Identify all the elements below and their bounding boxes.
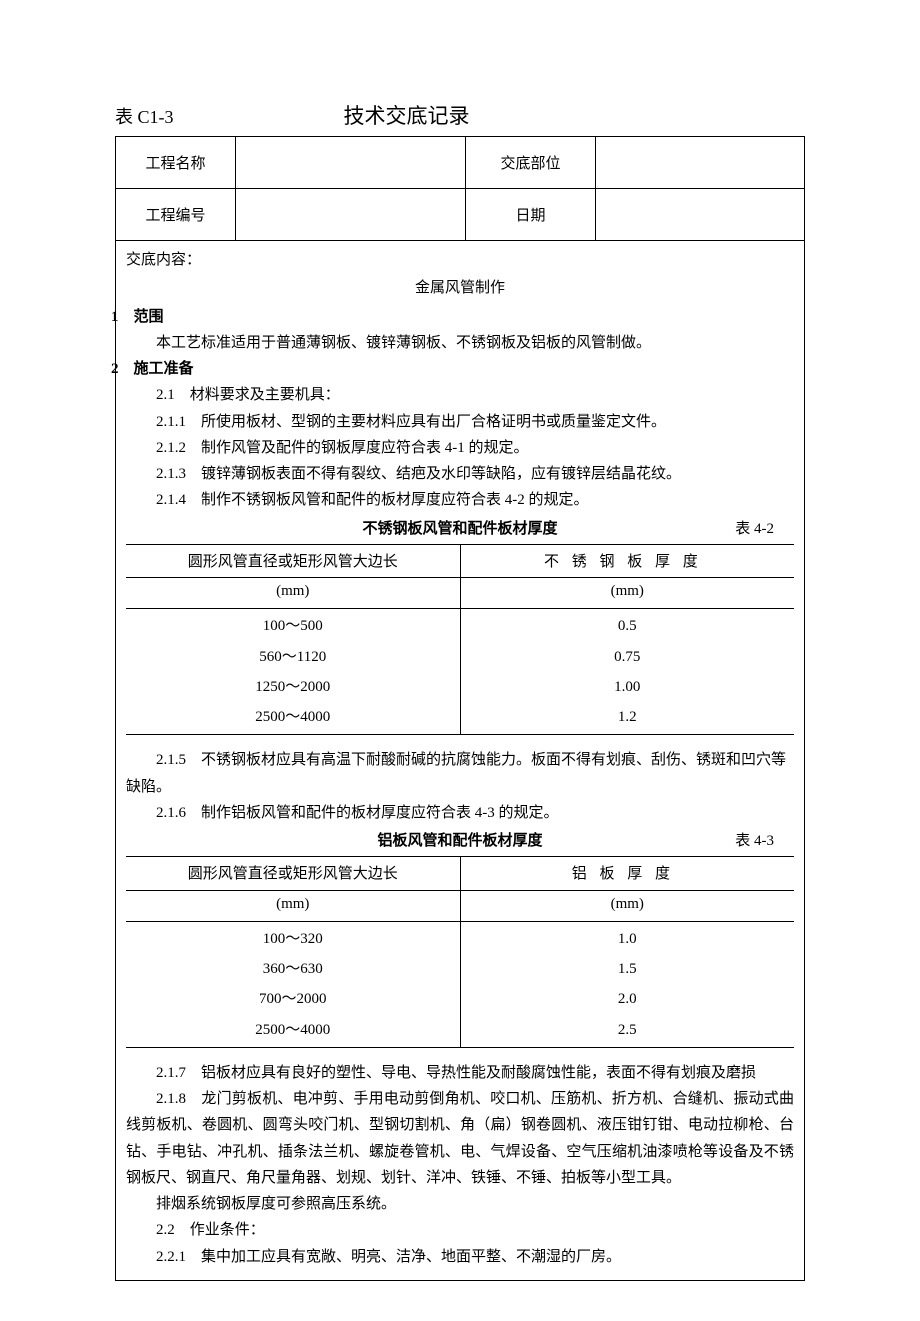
section-2: 2 施工准备 [126,356,794,382]
t43-col2-unit: (mm) [460,890,794,921]
table-4-2-number: 表 4-2 [735,516,774,542]
section-1-body: 本工艺标准适用于普通薄钢板、镀锌薄钢板、不锈钢板及铝板的风管制做。 [126,330,794,356]
t42-r3-b: 1.2 [460,702,794,735]
t43-r2-a: 700～2000 [126,984,460,1014]
t43-col2-header: 铝板厚度 [460,857,794,890]
t43-r0-a: 100～320 [126,921,460,954]
t42-col2-unit: (mm) [460,578,794,609]
project-no-value [236,189,466,241]
t43-r2-b: 2.0 [460,984,794,1014]
p-2-1-6: 2.1.6 制作铝板风管和配件的板材厚度应符合表 4-3 的规定。 [126,800,794,826]
section-label: 交底部位 [466,137,596,189]
info-table: 工程名称 交底部位 工程编号 日期 [115,136,805,241]
t42-col1-unit: (mm) [126,578,460,609]
project-name-label: 工程名称 [116,137,236,189]
p-2-1-7: 2.1.7 铝板材应具有良好的塑性、导电、导热性能及耐酸腐蚀性能，表面不得有划痕… [126,1060,794,1086]
t42-r1-b: 0.75 [460,642,794,672]
date-value [596,189,805,241]
p-2-1: 2.1 材料要求及主要机具： [126,382,794,408]
table-4-3-number: 表 4-3 [735,828,774,854]
t42-col2-header: 不锈钢板厚度 [460,544,794,577]
p-2-1-3: 2.1.3 镀锌薄钢板表面不得有裂纹、结疤及水印等缺陷，应有镀锌层结晶花纹。 [126,461,794,487]
section-1: 1 范围 [126,304,794,330]
t43-r1-a: 360～630 [126,954,460,984]
doc-title: 技术交底记录 [344,100,470,130]
t42-r1-a: 560～1120 [126,642,460,672]
spacer [126,739,794,747]
t42-r2-b: 1.00 [460,672,794,702]
t42-r2-a: 1250～2000 [126,672,460,702]
t43-r0-b: 1.0 [460,921,794,954]
section-value [596,137,805,189]
project-no-label: 工程编号 [116,189,236,241]
p-2-2: 2.2 作业条件： [126,1217,794,1243]
t42-r3-a: 2500～4000 [126,702,460,735]
content-subtitle: 金属风管制作 [126,275,794,301]
table-4-2-caption: 不锈钢板风管和配件板材厚度 表 4-2 [126,516,794,542]
t42-col1-header: 圆形风管直径或矩形风管大边长 [126,544,460,577]
table-4-3-caption: 铝板风管和配件板材厚度 表 4-3 [126,828,794,854]
table-code: 表 C1-3 [115,103,174,129]
table-4-2: 圆形风管直径或矩形风管大边长 不锈钢板厚度 (mm) (mm) 100～5000… [126,544,794,736]
section-2-title: 施工准备 [134,361,194,377]
content-heading: 交底内容： [126,247,794,273]
doc-header: 表 C1-3 技术交底记录 [115,100,805,130]
table-4-3-caption-text: 铝板风管和配件板材厚度 [377,833,542,849]
p-2-1-8: 2.1.8 龙门剪板机、电冲剪、手用电动剪倒角机、咬口机、压筋机、折方机、合缝机… [126,1086,794,1191]
table-4-3: 圆形风管直径或矩形风管大边长 铝板厚度 (mm) (mm) 100～3201.0… [126,856,794,1048]
spacer-2 [126,1052,794,1060]
t42-r0-b: 0.5 [460,609,794,642]
t43-r1-b: 1.5 [460,954,794,984]
t43-r3-b: 2.5 [460,1015,794,1048]
section-2-num: 2 [111,361,119,377]
project-name-value [236,137,466,189]
t42-r0-a: 100～500 [126,609,460,642]
p-2-1-5: 2.1.5 不锈钢板材应具有高温下耐酸耐碱的抗腐蚀能力。板面不得有划痕、刮伤、锈… [126,747,794,800]
t43-col1-unit: (mm) [126,890,460,921]
section-1-title: 范围 [134,309,164,325]
t43-r3-a: 2500～4000 [126,1015,460,1048]
p-2-1-1: 2.1.1 所使用板材、型钢的主要材料应具有出厂合格证明书或质量鉴定文件。 [126,409,794,435]
p-smoke: 排烟系统钢板厚度可参照高压系统。 [126,1191,794,1217]
section-1-num: 1 [111,309,119,325]
p-2-1-4: 2.1.4 制作不锈钢板风管和配件的板材厚度应符合表 4-2 的规定。 [126,487,794,513]
table-4-2-caption-text: 不锈钢板风管和配件板材厚度 [362,521,557,537]
date-label: 日期 [466,189,596,241]
content-box: 交底内容： 金属风管制作 1 范围 本工艺标准适用于普通薄钢板、镀锌薄钢板、不锈… [115,241,805,1281]
p-2-1-2: 2.1.2 制作风管及配件的钢板厚度应符合表 4-1 的规定。 [126,435,794,461]
t43-col1-header: 圆形风管直径或矩形风管大边长 [126,857,460,890]
p-2-2-1: 2.2.1 集中加工应具有宽敞、明亮、洁净、地面平整、不潮湿的厂房。 [126,1244,794,1270]
